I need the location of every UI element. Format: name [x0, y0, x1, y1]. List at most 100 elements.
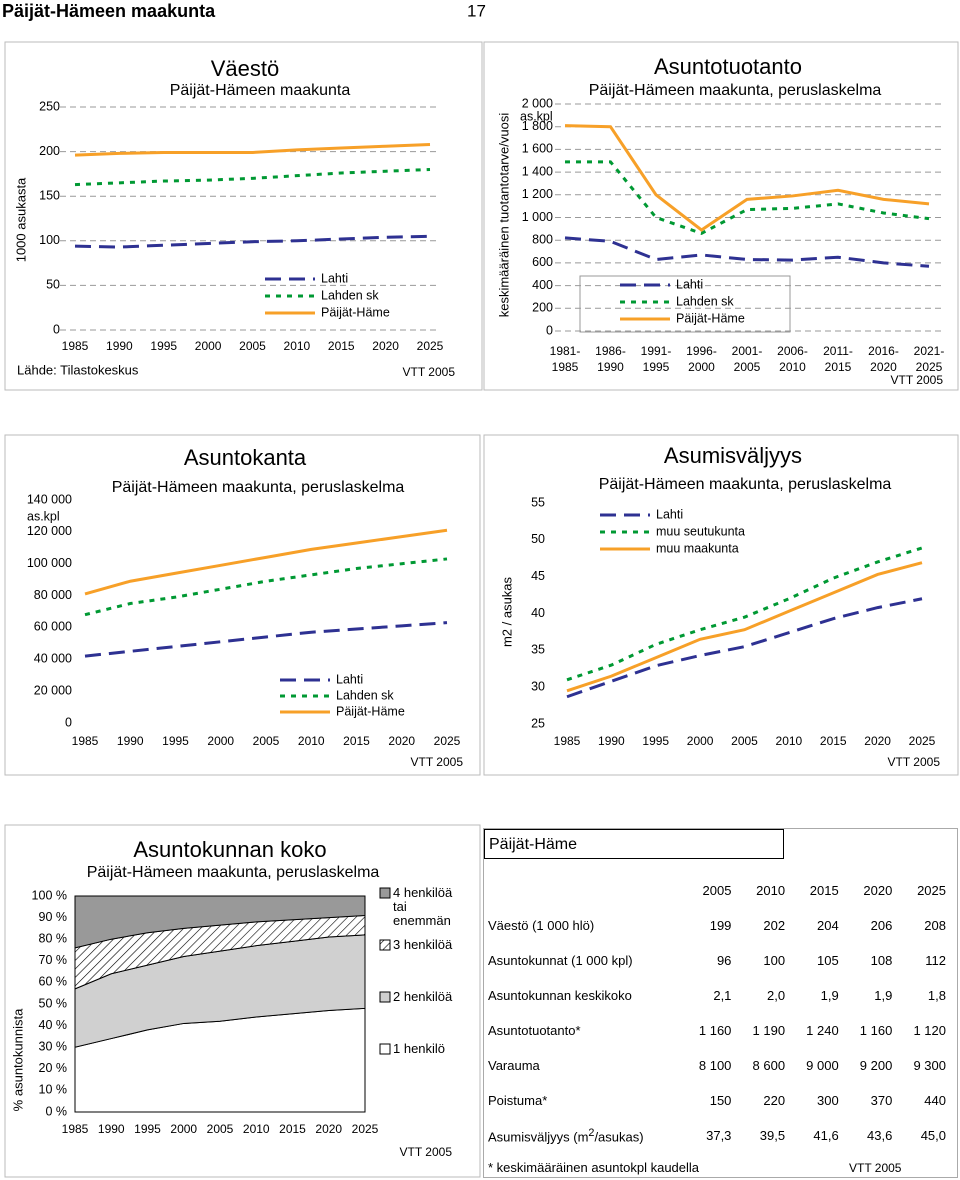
legend-label: Päijät-Häme — [676, 311, 745, 325]
row-label: Asuntotuotanto* — [488, 1023, 581, 1038]
x-tick-label: 2015 — [328, 339, 355, 353]
x-tick-label: 2010 — [243, 1122, 270, 1136]
x-tick-label: 2025 — [417, 339, 444, 353]
x-tick-label: 1991-1995 — [640, 344, 672, 374]
y-tick-label: 90 % — [39, 910, 68, 924]
legend-label: muu seutukunta — [656, 524, 745, 538]
cell: 1 190 — [752, 1023, 786, 1038]
x-tick-label: 2020 — [388, 734, 415, 748]
x-tick-label: 1995 — [642, 734, 669, 748]
cell: 108 — [870, 953, 893, 968]
row-label: Asuntokunnan keskikoko — [488, 988, 632, 1003]
cell: 300 — [817, 1093, 839, 1108]
chart-subtitle: Päijät-Hämeen maakunta, peruslaskelma — [589, 82, 882, 99]
x-tick-label: 2025 — [352, 1122, 379, 1136]
cell: 2,0 — [766, 988, 786, 1003]
y-tick-label: 150 — [39, 188, 60, 202]
legend-label: Lahden sk — [676, 294, 734, 308]
chart-title: Asuntotuotanto — [654, 54, 802, 79]
cell: 8 100 — [698, 1058, 732, 1073]
y-tick-label: 70 % — [39, 953, 68, 967]
x-tick-label: 1990 — [117, 734, 144, 748]
panel — [483, 41, 959, 391]
cell: 9 000 — [806, 1058, 839, 1073]
page-title: Päijät-Hämeen maakunta — [2, 1, 216, 21]
cell: 8 600 — [752, 1058, 786, 1073]
cell: 1 240 — [806, 1023, 839, 1038]
chart-ylabel: % asuntokunnista — [10, 1008, 25, 1111]
legend-label-box: 4 henkilöä tai enemmän — [393, 886, 453, 928]
x-tick-label: 2020 — [372, 339, 399, 353]
x-tick-label: 2010 — [776, 734, 803, 748]
y-tick-label: 0 — [53, 322, 60, 336]
y-tick-label: 800 — [532, 232, 553, 246]
series-line — [74, 167, 431, 187]
y-tick-label: 40 % — [39, 1018, 68, 1032]
chart-ylabel: keskimääräinen tuotantotarve/vuosi — [496, 113, 511, 318]
cell: 206 — [870, 918, 893, 933]
y-tick-label: 80 % — [39, 931, 68, 945]
chart-title: Asuntokanta — [184, 445, 307, 470]
x-tick-label: 2005 — [253, 734, 280, 748]
y-tick-label: 20 % — [39, 1061, 68, 1075]
panel — [4, 434, 481, 776]
legend-swatch — [379, 991, 391, 1003]
x-tick-label: 2010 — [284, 339, 311, 353]
x-tick-label: 1995 — [134, 1122, 161, 1136]
row: Väestö (1 000 hlö) 199 202 204 206 208 — [484, 908, 954, 943]
legend-label: Lahti — [676, 277, 703, 291]
label-part: /asukas) — [594, 1129, 644, 1145]
y-tick-label: 60 % — [39, 975, 68, 989]
y-tick-label: 45 — [531, 569, 545, 583]
x-tick-label: 1990 — [106, 339, 133, 353]
legend-label: Lahden sk — [321, 288, 379, 302]
cell: 1,9 — [820, 988, 839, 1003]
cell: 1 160 — [698, 1023, 732, 1038]
x-tick-label: 1986-1990 — [595, 344, 626, 374]
x-tick-label: 2020 — [315, 1122, 342, 1136]
y-tick-label: 1 200 — [522, 187, 553, 201]
x-tick-label-box: 2016-2020 — [868, 344, 899, 374]
y-tick-label: 30 % — [39, 1039, 68, 1053]
chart-title: Asuntokunnan koko — [133, 837, 326, 862]
x-tick-label: 2005 — [239, 339, 266, 353]
series-line — [74, 142, 431, 157]
label-part: 2 — [588, 1126, 595, 1139]
row-label: Asumisväljyys (m2/asukas) — [484, 1118, 686, 1153]
x-tick-label: 2000 — [687, 734, 714, 748]
legend-label: Päijät-Häme — [336, 704, 405, 718]
series-line — [566, 561, 923, 693]
row-label: Asuntokunnat (1 000 kpl) — [488, 953, 633, 968]
column-header: 2005 — [702, 883, 732, 898]
cell: 9 200 — [859, 1058, 893, 1073]
x-tick-label: 1990 — [98, 1122, 125, 1136]
chart-source: Lähde: Tilastokeskus — [17, 362, 139, 377]
series-line — [566, 597, 923, 699]
cell: 220 — [763, 1093, 786, 1108]
column-header: 2010 — [756, 883, 786, 898]
y-tick-label: 40 000 — [34, 652, 72, 666]
chart-subtitle: Päijät-Hämeen maakunta, peruslaskelma — [599, 476, 892, 493]
cell: 2,1 — [713, 988, 732, 1003]
x-tick-label-box: 2001-2005 — [731, 344, 763, 374]
y-tick-label: 10 % — [39, 1083, 68, 1097]
x-tick-label: 2001-2005 — [731, 344, 763, 374]
x-tick-label: 2011-2015 — [823, 344, 853, 374]
chart-credit: VTT 2005 — [891, 373, 944, 387]
legend-label: Lahti — [321, 271, 348, 285]
series-line — [566, 546, 923, 682]
legend-label: 4 henkilöä tai enemmän — [393, 886, 453, 928]
cell: 150 — [709, 1093, 732, 1108]
panel — [483, 434, 959, 776]
chart-unit: as.kpl — [27, 509, 60, 523]
legend-label-box: 3 henkilöä — [393, 938, 453, 952]
x-tick-label: 2000 — [195, 339, 222, 353]
row: Asuntokunnan keskikoko 2,1 2,0 1,9 1,9 1,8 — [484, 978, 954, 1013]
series-line — [74, 234, 431, 249]
legend-label-box: 1 henkilö — [393, 1042, 445, 1056]
x-tick-label: 1985 — [62, 1122, 89, 1136]
legend-label: 3 henkilöä — [393, 938, 453, 952]
row-label: Väestö (1 000 hlö) — [488, 918, 595, 933]
x-tick-label: 1995 — [150, 339, 177, 353]
